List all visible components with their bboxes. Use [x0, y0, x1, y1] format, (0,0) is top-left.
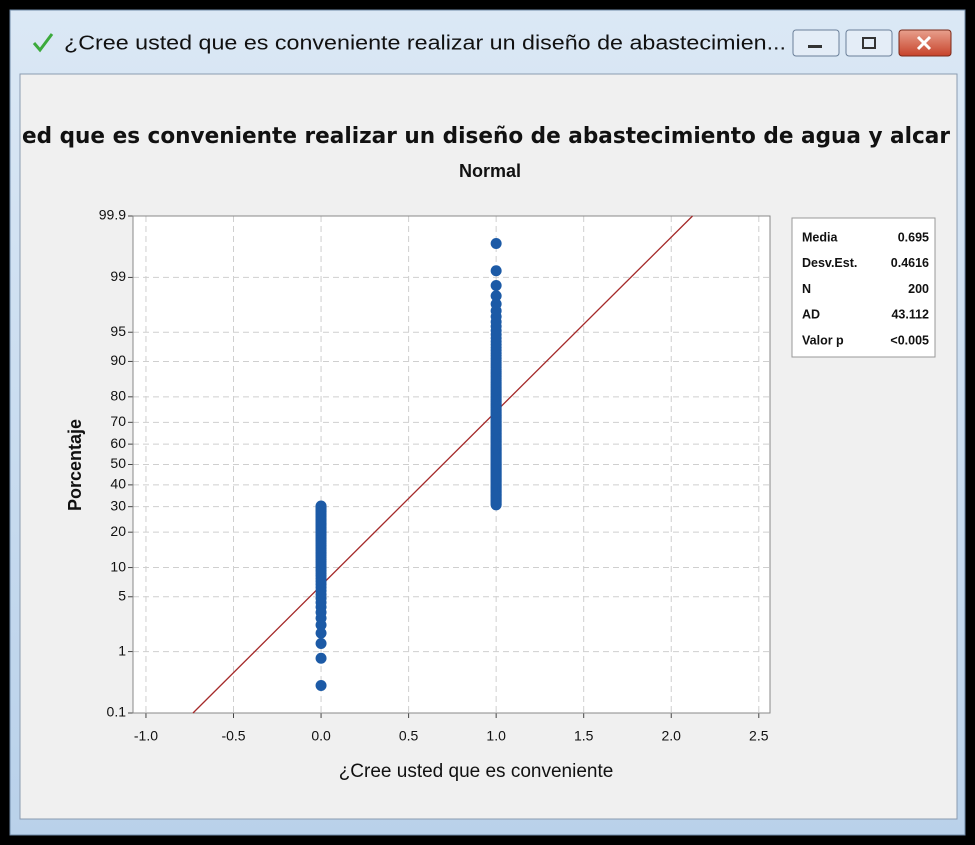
stat-value: 0.4616	[891, 256, 929, 270]
close-icon	[916, 35, 932, 51]
chart-title: ed que es conveniente realizar un diseño…	[22, 124, 950, 149]
y-tick-label: 80	[110, 388, 126, 404]
stat-value: 200	[908, 282, 929, 296]
stat-label: Desv.Est.	[802, 256, 857, 270]
data-point	[490, 290, 502, 302]
x-axis-label: ¿Cree usted que es conveniente	[339, 761, 614, 782]
y-tick-label: 20	[110, 523, 126, 539]
data-point	[315, 627, 327, 639]
minimize-button[interactable]	[792, 29, 840, 57]
x-tick-label: 2.0	[662, 728, 682, 744]
y-tick-label: 40	[110, 476, 126, 492]
x-tick-label: 0.0	[311, 728, 331, 744]
y-tick-label: 99	[110, 268, 126, 284]
minimize-icon	[808, 45, 822, 48]
data-point	[490, 298, 502, 310]
maximize-icon	[862, 37, 876, 49]
x-tick-label: -0.5	[221, 728, 245, 744]
x-tick-label: 1.5	[574, 728, 594, 744]
stat-label: Media	[802, 230, 838, 244]
y-tick-label: 10	[110, 558, 126, 574]
x-tick-label: -1.0	[134, 728, 158, 744]
window-title: ¿Cree usted que es conveniente realizar …	[64, 32, 786, 54]
stats-box	[791, 217, 936, 358]
y-tick-label: 90	[110, 352, 126, 368]
x-tick-label: 0.5	[399, 728, 419, 744]
window-icon	[32, 33, 54, 53]
plot-border	[132, 215, 771, 714]
x-tick-label: 2.5	[749, 728, 769, 744]
stat-label: Valor p	[802, 333, 844, 347]
data-point	[315, 500, 327, 512]
data-point	[315, 638, 327, 650]
stat-value: 0.695	[898, 230, 929, 244]
y-tick-label: 95	[110, 323, 126, 339]
data-point	[490, 238, 502, 250]
stat-value: <0.005	[890, 333, 929, 347]
y-tick-label: 50	[110, 455, 126, 471]
data-point	[490, 265, 502, 277]
data-point	[315, 679, 327, 691]
y-tick-label: 0.1	[107, 704, 127, 720]
stat-label: AD	[802, 308, 820, 322]
y-tick-label: 5	[118, 587, 126, 603]
fit-line	[192, 215, 693, 714]
y-tick-label: 1	[118, 642, 126, 658]
y-tick-label: 99.9	[99, 207, 126, 223]
stat-label: N	[802, 282, 811, 296]
y-axis-label: Porcentaje	[65, 419, 85, 511]
data-point	[315, 652, 327, 664]
y-tick-label: 60	[110, 435, 126, 451]
data-point	[490, 279, 502, 291]
stat-value: 43.112	[891, 308, 929, 322]
maximize-button[interactable]	[845, 29, 893, 57]
x-tick-label: 1.0	[486, 728, 506, 744]
y-tick-label: 70	[110, 413, 126, 429]
y-tick-label: 30	[110, 497, 126, 513]
chart-subtitle: Normal	[459, 161, 521, 181]
